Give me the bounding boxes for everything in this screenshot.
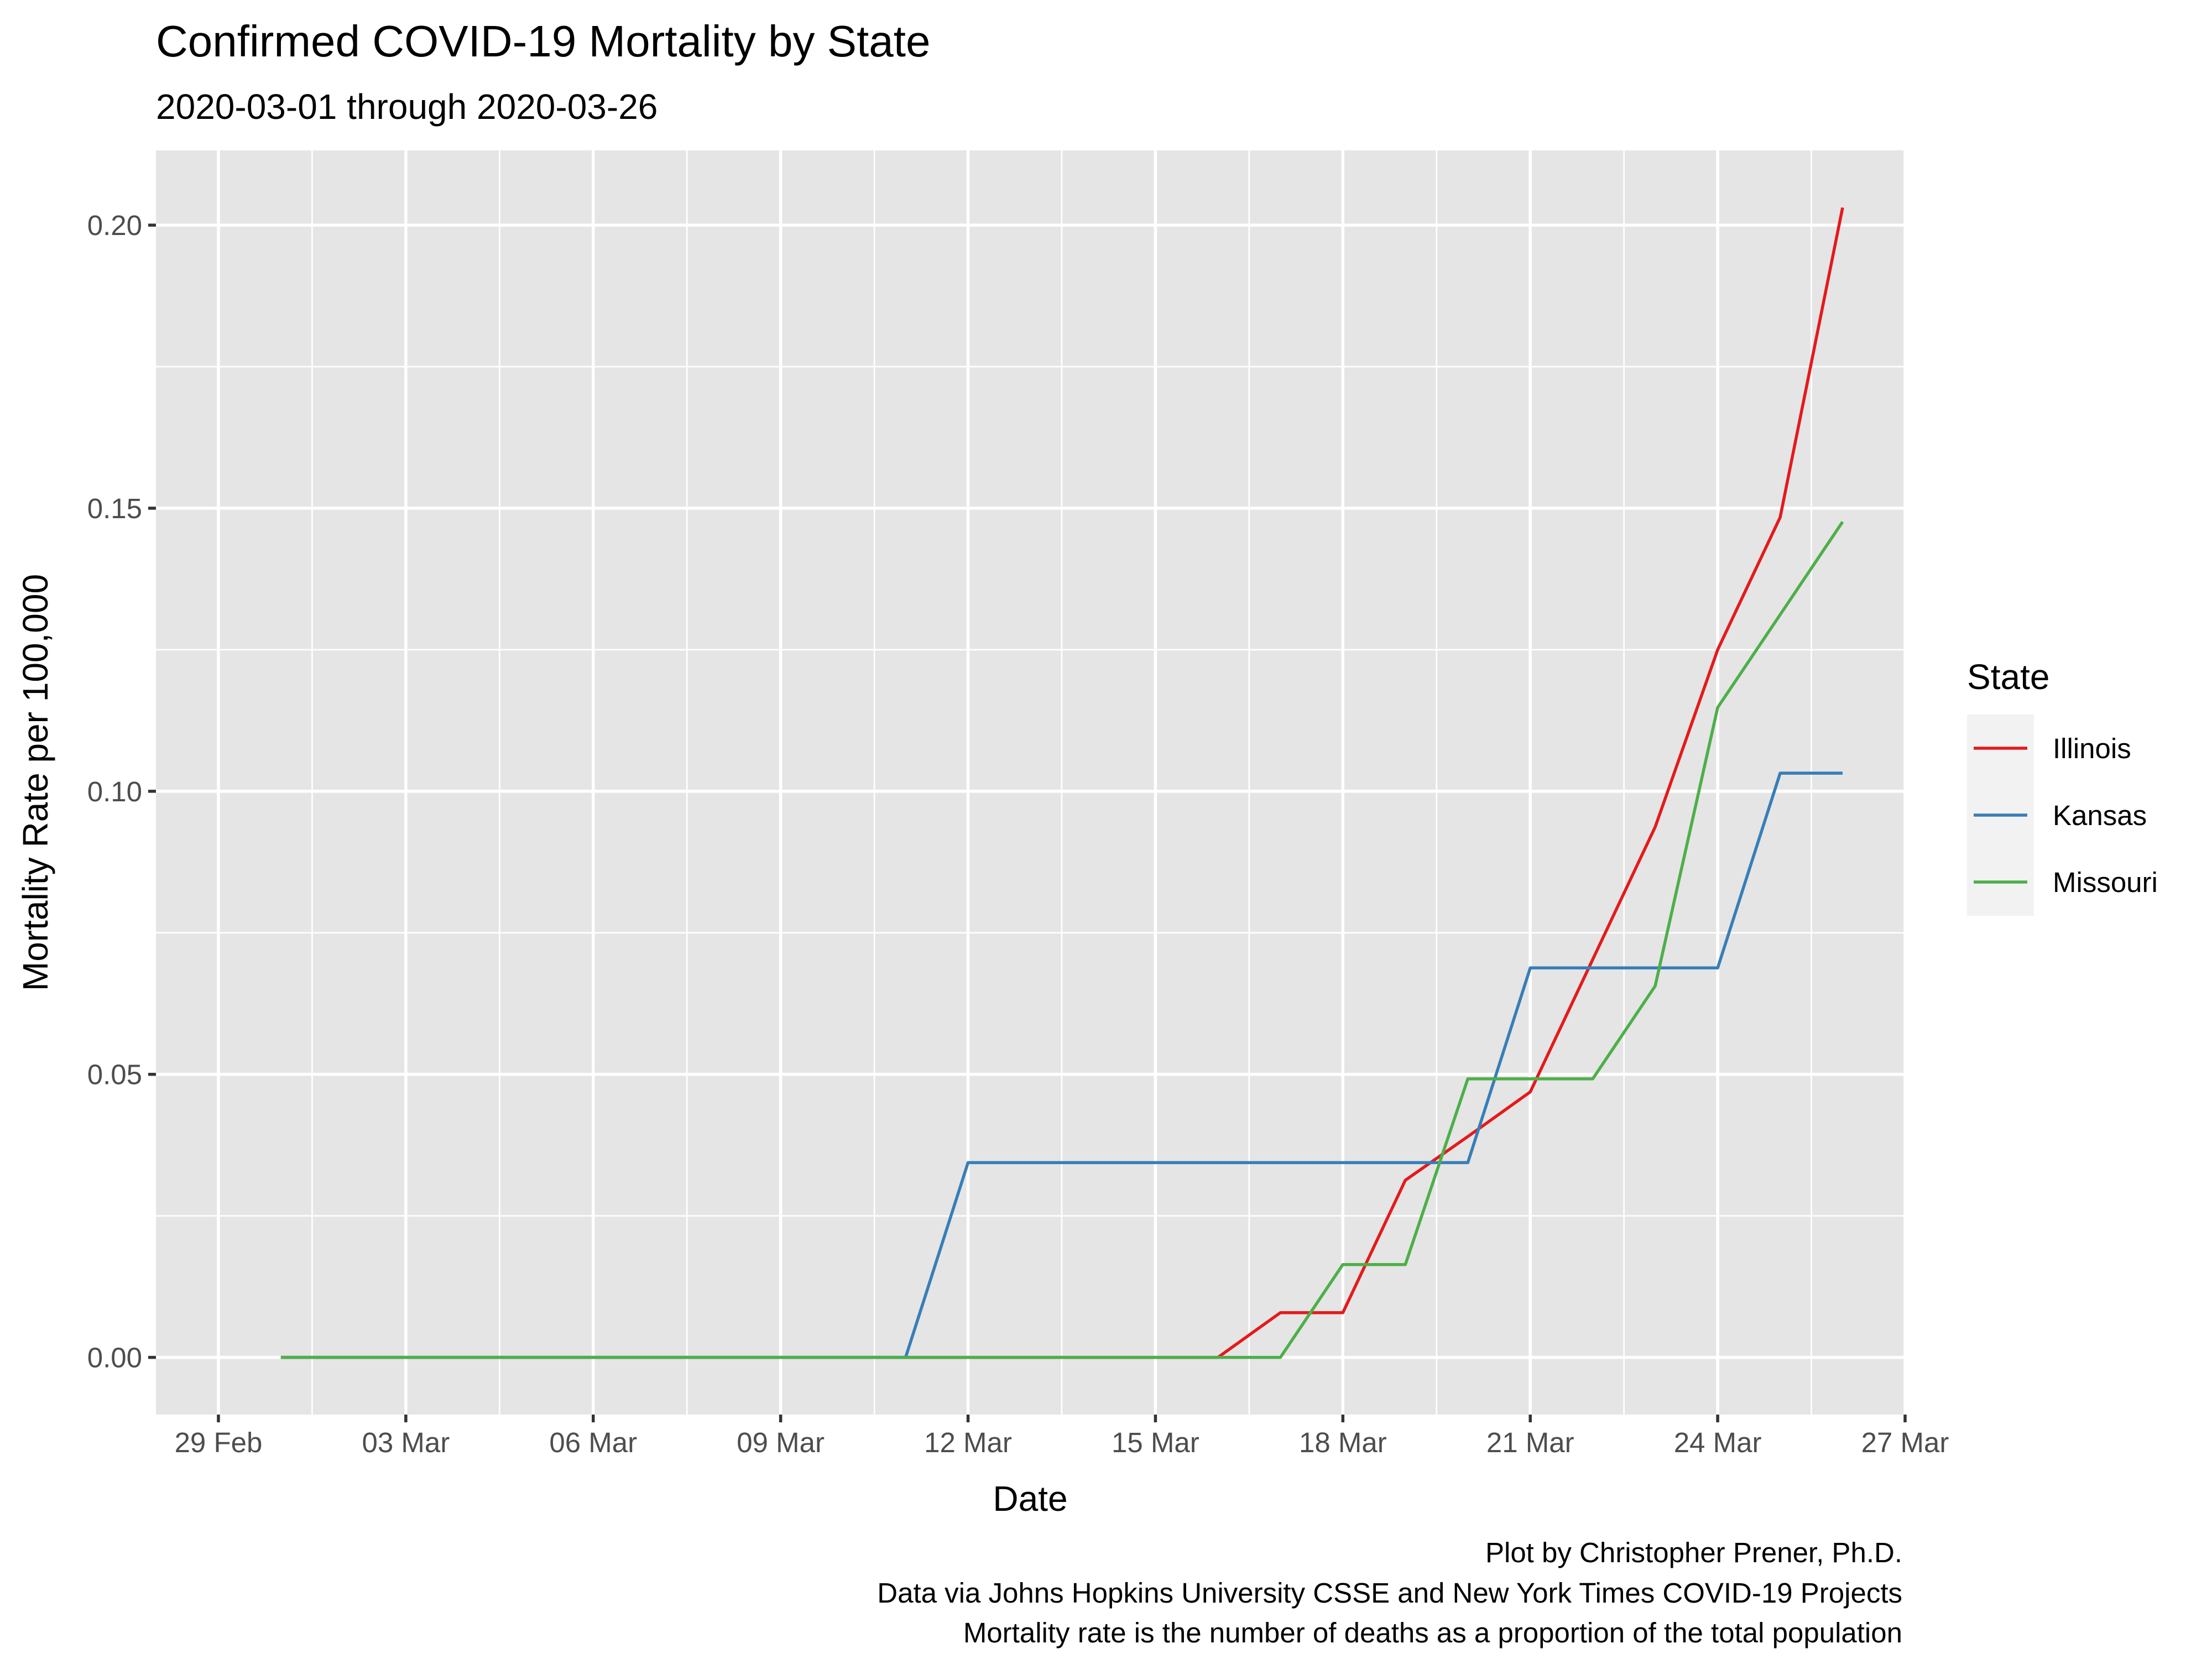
x-axis: 29 Feb 03 Mar 06 Mar 09 Mar 12 Mar 15 Mar 18 M… [175, 1415, 1949, 1458]
minor-gridlines [156, 150, 1905, 1415]
legend: State Illinois Kansas Missouri [1967, 657, 2158, 916]
x-axis-title: Date [993, 1479, 1067, 1519]
chart-subtitle: 2020-03-01 through 2020-03-26 [156, 87, 658, 127]
y-tick-label: 0.10 [87, 776, 142, 807]
plot-panel [156, 150, 1905, 1415]
caption-line-1: Plot by Christopher Prener, Ph.D. [1485, 1537, 1902, 1568]
legend-label-kansas: Kansas [2053, 800, 2147, 831]
x-tick-label: 03 Mar [362, 1427, 450, 1458]
x-tick-label: 09 Mar [737, 1427, 825, 1458]
x-tick-label: 21 Mar [1486, 1427, 1574, 1458]
x-tick-label: 06 Mar [549, 1427, 637, 1458]
legend-label-illinois: Illinois [2053, 733, 2131, 764]
caption-line-2: Data via Johns Hopkins University CSSE a… [877, 1577, 1902, 1609]
y-tick-label: 0.15 [87, 493, 142, 524]
y-axis: 0.00 0.05 0.10 0.15 0.20 [87, 210, 156, 1374]
y-tick-label: 0.20 [87, 210, 142, 241]
y-axis-title: Mortality Rate per 100,000 [15, 574, 55, 991]
x-tick-label: 18 Mar [1299, 1427, 1387, 1458]
x-tick-label: 15 Mar [1112, 1427, 1199, 1458]
caption: Plot by Christopher Prener, Ph.D. Data v… [877, 1537, 1902, 1648]
x-tick-label: 12 Mar [924, 1427, 1012, 1458]
x-tick-label: 27 Mar [1861, 1427, 1949, 1458]
series-line-missouri [280, 521, 1844, 1359]
caption-line-3: Mortality rate is the number of deaths a… [963, 1617, 1902, 1648]
chart-title: Confirmed COVID-19 Mortality by State [156, 17, 930, 66]
y-tick-label: 0.05 [87, 1059, 142, 1091]
y-tick-label: 0.00 [87, 1342, 142, 1374]
legend-title: State [1967, 657, 2049, 697]
series-lines [280, 207, 1844, 1359]
x-tick-label: 24 Mar [1674, 1427, 1762, 1458]
legend-label-missouri: Missouri [2053, 867, 2158, 898]
x-tick-label: 29 Feb [175, 1427, 263, 1458]
